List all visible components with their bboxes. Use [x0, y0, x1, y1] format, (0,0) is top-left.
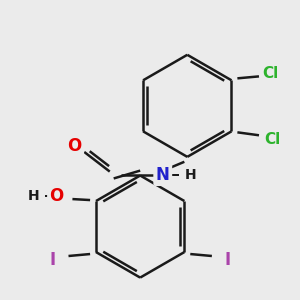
Text: Cl: Cl: [265, 132, 281, 147]
Text: I: I: [50, 251, 56, 269]
Text: H: H: [184, 167, 196, 182]
Text: O: O: [67, 137, 82, 155]
Text: N: N: [156, 166, 170, 184]
Text: H: H: [27, 189, 39, 203]
Text: O: O: [50, 187, 64, 205]
Text: Cl: Cl: [262, 66, 279, 81]
Text: I: I: [224, 251, 231, 269]
